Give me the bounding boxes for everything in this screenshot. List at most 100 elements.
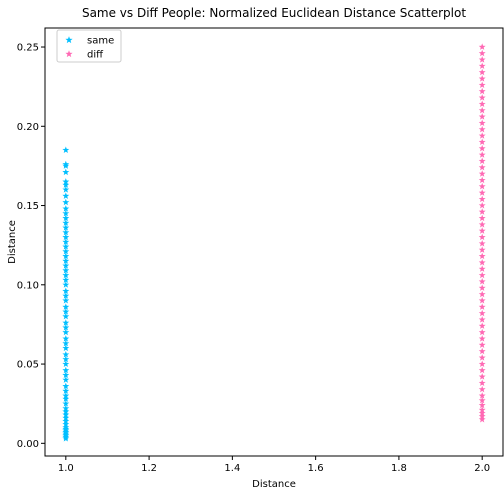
y-axis-ticks: 0.00 0.05 0.10 0.15 0.20 0.25 (17, 43, 45, 450)
point-diff-27 (478, 259, 486, 266)
point-same-38 (62, 276, 70, 283)
point-diff-11 (478, 360, 486, 367)
point-same-47 (62, 233, 70, 241)
y-tick-label: 0.15 (17, 201, 39, 212)
point-diff-7 (478, 385, 486, 393)
point-same-49 (62, 224, 70, 231)
point-diff-20 (478, 303, 486, 310)
point-diff-39 (478, 182, 486, 190)
point-diff-2 (478, 409, 486, 417)
point-diff-54 (478, 87, 486, 95)
point-same-30 (62, 319, 70, 326)
point-diff-12 (478, 354, 486, 361)
y-tick-label: 0.05 (17, 360, 39, 371)
legend-box (56, 29, 122, 63)
point-same-19 (62, 376, 70, 383)
point-diff-16 (478, 328, 486, 336)
point-same-50 (62, 219, 70, 226)
point-same-55 (62, 192, 70, 199)
point-diff-17 (478, 322, 486, 329)
point-diff-44 (478, 151, 486, 158)
point-same-10 (62, 414, 70, 421)
point-diff-51 (478, 106, 486, 114)
point-diff-43 (478, 157, 486, 165)
point-diff-47 (478, 132, 486, 139)
point-diff-19 (478, 309, 486, 317)
point-diff-14 (478, 341, 486, 348)
point-diff-30 (478, 239, 486, 247)
point-same-57 (62, 181, 70, 188)
point-same-22 (62, 360, 70, 367)
point-same-43 (62, 252, 70, 260)
point-diff-57 (478, 68, 486, 76)
point-diff-38 (478, 189, 486, 196)
x-tick-label: 1.4 (224, 463, 240, 474)
point-same-58 (62, 178, 70, 185)
point-diff-46 (478, 138, 486, 146)
x-tick-label: 2.0 (474, 463, 490, 474)
point-same-26 (62, 339, 70, 347)
point-diff-9 (478, 373, 486, 380)
point-diff-25 (478, 271, 486, 279)
point-diff-48 (478, 125, 486, 133)
data-points (62, 43, 486, 442)
point-diff-3 (478, 406, 486, 413)
point-diff-31 (478, 233, 486, 241)
chart-title: Same vs Diff People: Normalized Euclidea… (82, 6, 466, 20)
y-tick-label: 0.20 (17, 122, 39, 133)
point-diff-28 (478, 252, 486, 260)
point-diff-34 (478, 214, 486, 222)
point-diff-6 (478, 392, 486, 399)
point-same-53 (62, 205, 70, 212)
point-diff-45 (478, 144, 486, 152)
x-axis-label: Distance (252, 479, 296, 490)
point-same-31 (62, 312, 70, 320)
x-tick-label: 1.0 (58, 463, 74, 474)
point-diff-56 (478, 75, 486, 82)
x-tick-label: 1.2 (141, 463, 157, 474)
y-tick-label: 0.25 (17, 43, 39, 54)
point-same-48 (62, 228, 70, 236)
point-diff-26 (478, 265, 486, 272)
point-diff-23 (478, 284, 486, 291)
point-diff-22 (478, 290, 486, 298)
point-same-61 (62, 160, 70, 168)
point-diff-53 (478, 94, 486, 101)
point-same-35 (62, 292, 70, 299)
legend-marker-diff (65, 50, 73, 58)
point-diff-10 (478, 366, 486, 374)
point-diff-52 (478, 100, 486, 107)
point-diff-41 (478, 170, 486, 177)
point-same-12 (62, 408, 70, 415)
point-diff-35 (478, 208, 486, 215)
point-diff-59 (478, 56, 486, 63)
point-same-7 (62, 423, 70, 431)
point-diff-8 (478, 379, 486, 386)
point-diff-40 (478, 176, 486, 184)
point-same-54 (62, 198, 70, 206)
point-same-44 (62, 247, 70, 255)
point-same-14 (62, 400, 70, 407)
point-diff-60 (478, 49, 486, 57)
point-same-11 (62, 411, 70, 418)
point-diff-0 (478, 415, 486, 423)
point-diff-21 (478, 297, 486, 304)
point-same-59 (62, 168, 70, 176)
point-same-25 (62, 344, 70, 352)
x-axis-ticks: 1.0 1.2 1.4 1.6 1.8 2.0 (58, 456, 490, 474)
point-same-37 (62, 281, 70, 288)
legend: same diff (56, 29, 122, 63)
point-diff-55 (478, 81, 486, 88)
point-same-15 (62, 395, 70, 402)
point-same-28 (62, 328, 70, 336)
point-diff-5 (478, 396, 486, 404)
point-same-24 (62, 350, 70, 358)
point-diff-50 (478, 113, 486, 120)
point-diff-29 (478, 246, 486, 253)
point-same-29 (62, 324, 70, 331)
point-same-36 (62, 287, 70, 295)
point-same-42 (62, 257, 70, 264)
legend-label-diff: diff (87, 50, 104, 61)
point-same-46 (62, 238, 70, 245)
legend-label-same: same (87, 36, 114, 47)
